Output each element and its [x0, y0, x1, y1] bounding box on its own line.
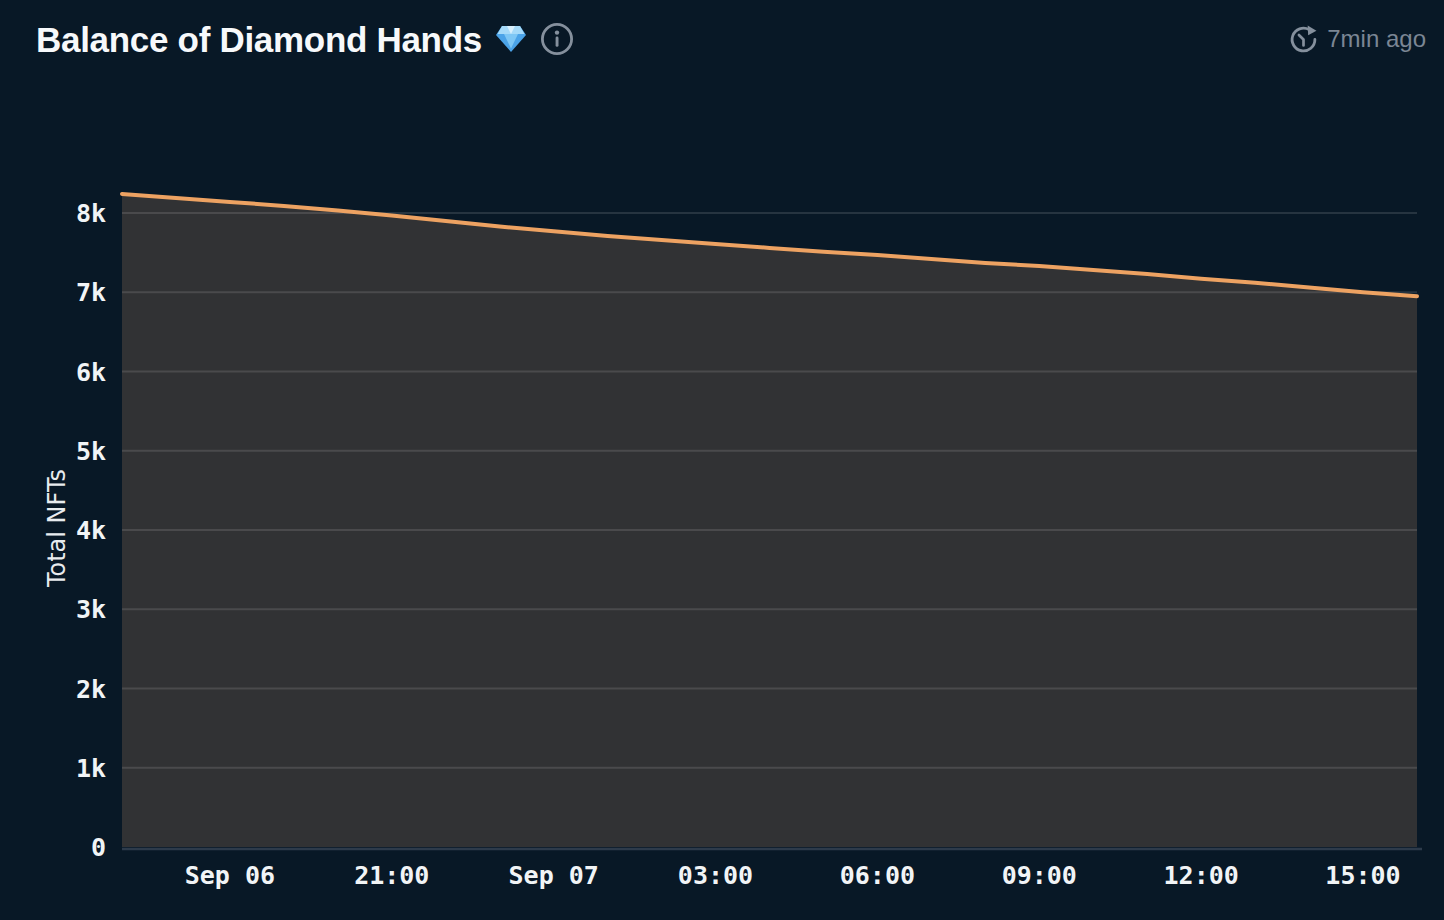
- y-tick-label: 3k: [76, 595, 106, 624]
- chart-card: 0 1k 2k 3k 4k 5k 6k 7k 8k Sep 06 21:00 Sep 07 03:00 0…: [0, 0, 1444, 920]
- y-tick-label: 6k: [76, 358, 106, 387]
- x-tick-label: 09:00: [1002, 861, 1077, 890]
- refresh-clock-icon[interactable]: [1289, 25, 1318, 54]
- last-updated-text: 7min ago: [1327, 25, 1426, 53]
- y-tick-label: 7k: [76, 278, 106, 307]
- last-updated: 7min ago: [1289, 25, 1426, 54]
- y-tick-label: 5k: [76, 437, 106, 466]
- chart-header: Balance of Diamond Hands: [0, 0, 1444, 62]
- balance-chart[interactable]: 0 1k 2k 3k 4k 5k 6k 7k 8k Sep 06 21:00 Sep 07 03:00 0…: [0, 0, 1444, 920]
- y-tick-label: 2k: [76, 675, 106, 704]
- x-tick-label: 03:00: [678, 861, 753, 890]
- x-tick-label: 21:00: [354, 861, 429, 890]
- y-tick-label: 8k: [76, 199, 106, 228]
- y-tick-label: 1k: [76, 754, 106, 783]
- x-tick-label: 06:00: [840, 861, 915, 890]
- diamond-gem-icon: [494, 23, 528, 55]
- info-icon[interactable]: [540, 22, 574, 56]
- x-tick-label: Sep 06: [185, 861, 275, 890]
- y-tick-label: 0: [91, 833, 106, 862]
- x-tick-label: 12:00: [1164, 861, 1239, 890]
- y-tick-label: 4k: [76, 516, 106, 545]
- x-tick-label: 15:00: [1325, 861, 1400, 890]
- x-tick-label: Sep 07: [509, 861, 599, 890]
- y-axis-title: Total NFTs: [43, 469, 71, 587]
- page-title: Balance of Diamond Hands: [36, 22, 482, 57]
